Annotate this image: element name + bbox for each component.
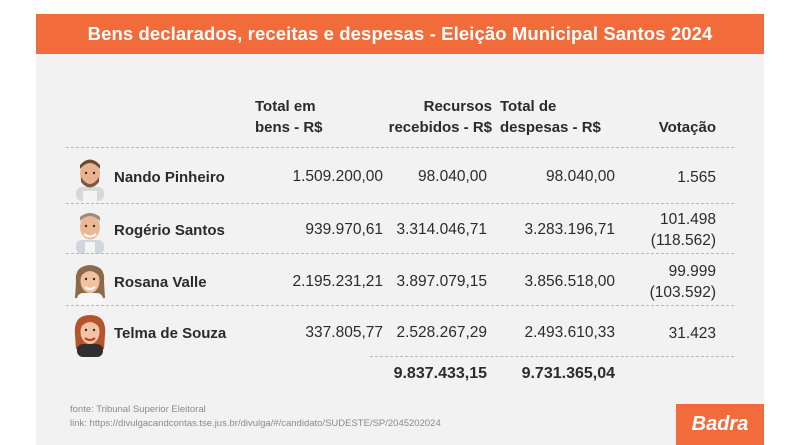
- column-header-despesas: Total de despesas - R$: [500, 96, 620, 138]
- votacao-value: 31.423: [630, 307, 716, 359]
- man-portrait-icon: [76, 213, 104, 254]
- despesas-value: 3.856.518,00: [524, 273, 615, 290]
- badra-logo: Badra: [676, 404, 764, 445]
- candidate-name: Rogério Santos: [114, 221, 225, 239]
- logo-text: Badra: [691, 413, 749, 435]
- bens-value: 337.805,77: [305, 324, 383, 341]
- despesas-value: 98.040,00: [546, 168, 615, 185]
- row-divider: [66, 203, 734, 204]
- column-header-recursos: Recursos recebidos - R$: [360, 96, 492, 138]
- row-divider: [66, 305, 734, 306]
- man-portrait-icon: [76, 159, 104, 201]
- column-header-despesas-line1: Total de: [500, 98, 557, 115]
- recursos-value: 3.897.079,15: [396, 273, 487, 290]
- source-text: fonte: Tribunal Superior Eleitoral: [70, 404, 206, 415]
- column-header-bens-line2: bens - R$: [255, 119, 323, 136]
- column-header-bens: Total em bens - R$: [255, 96, 345, 138]
- votacao-secondary: (103.592): [649, 284, 716, 301]
- bens-value: 939.970,61: [305, 221, 383, 238]
- despesas-value: 3.283.196,71: [524, 221, 615, 238]
- table-row: Rogério Santos 939.970,61 3.314.046,71 3…: [0, 204, 800, 256]
- votacao-main: 31.423: [668, 324, 716, 342]
- votacao-main: 99.999: [668, 263, 716, 280]
- column-header-recursos-line2: recebidos - R$: [388, 119, 492, 136]
- column-header-despesas-line2: despesas - R$: [500, 119, 601, 136]
- column-header-bens-line1: Total em: [255, 98, 316, 115]
- votacao-value: 101.498 (118.562): [630, 204, 716, 256]
- row-divider: [66, 147, 734, 148]
- votacao-main: 101.498: [659, 211, 716, 228]
- title-banner: Bens declarados, receitas e despesas - E…: [36, 14, 764, 54]
- votacao-secondary: (118.562): [650, 232, 716, 249]
- woman-portrait-icon: [75, 265, 105, 306]
- source-note: fonte: Tribunal Superior Eleitoral link:…: [70, 403, 441, 431]
- table-row: Rosana Valle 2.195.231,21 3.897.079,15 3…: [0, 256, 800, 308]
- page-title: Bens declarados, receitas e despesas - E…: [87, 23, 713, 44]
- despesas-value: 2.493.610,33: [524, 324, 615, 341]
- totals-row: 9.837.433,15 9.731.365,04: [0, 358, 800, 390]
- woman-portrait-icon: [74, 315, 106, 357]
- column-header-votacao: Votação: [658, 119, 716, 136]
- infographic-card: [36, 14, 764, 445]
- row-divider: [66, 253, 734, 254]
- votacao-value: 99.999 (103.592): [630, 256, 716, 308]
- bens-value: 2.195.231,21: [292, 273, 383, 290]
- votacao-main: 1.565: [677, 168, 716, 186]
- recursos-value: 3.314.046,71: [396, 221, 487, 238]
- recursos-value: 2.528.267,29: [396, 324, 487, 341]
- recursos-value: 98.040,00: [418, 168, 487, 185]
- candidate-name: Telma de Souza: [114, 324, 227, 342]
- column-header-recursos-line1: Recursos: [423, 98, 492, 115]
- candidate-name: Rosana Valle: [114, 273, 207, 291]
- source-link: link: https://divulgacandcontas.tse.jus.…: [70, 418, 441, 429]
- table-row: Nando Pinheiro 1.509.200,00 98.040,00 98…: [0, 151, 800, 203]
- votacao-value: 1.565: [630, 151, 716, 203]
- table-row: Telma de Souza 337.805,77 2.528.267,29 2…: [0, 307, 800, 359]
- bens-value: 1.509.200,00: [292, 168, 383, 185]
- totals-divider: [370, 356, 734, 357]
- despesas-total: 9.731.365,04: [521, 365, 615, 382]
- recursos-total: 9.837.433,15: [393, 365, 487, 382]
- candidate-name: Nando Pinheiro: [114, 168, 225, 186]
